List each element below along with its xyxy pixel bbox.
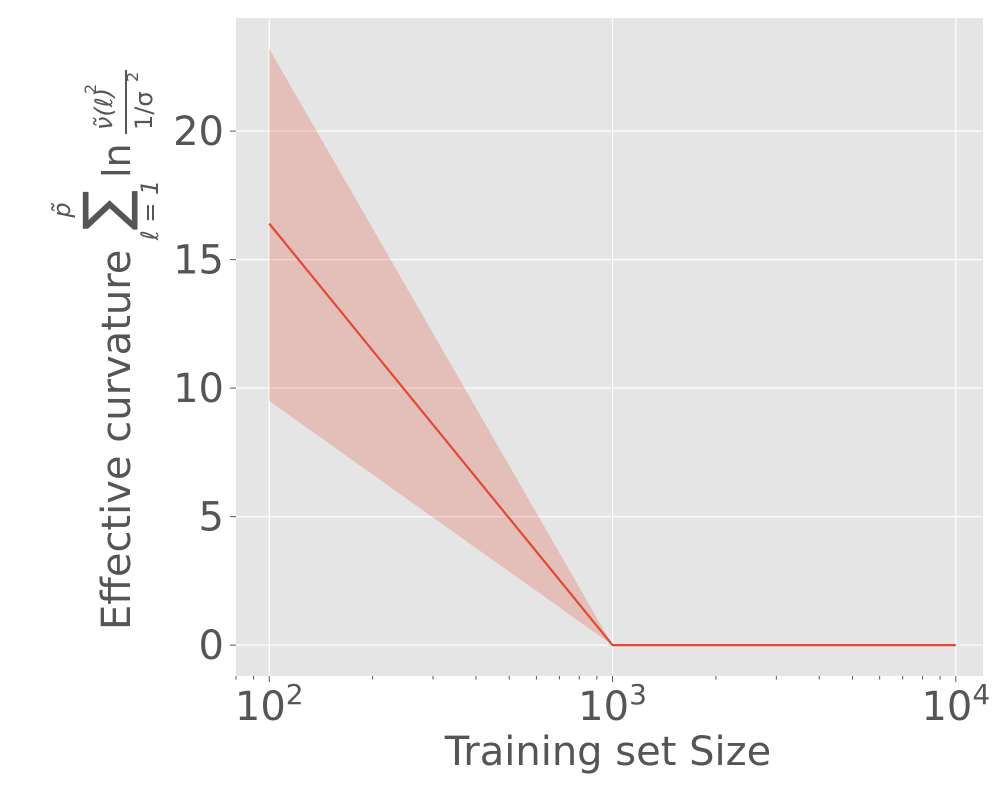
y-tick-label: 15 xyxy=(173,238,224,284)
y-axis-sum-symbol: ∑ xyxy=(71,190,141,230)
x-tick-label: 103 xyxy=(578,678,647,730)
y-axis-numerator-sup: 2 xyxy=(81,84,100,94)
y-axis-denominator-sup: 2 xyxy=(123,72,142,82)
x-tick-label: 102 xyxy=(235,678,304,730)
x-axis-label: Training set Size xyxy=(444,729,772,775)
y-tick-label: 20 xyxy=(173,109,224,155)
y-axis-label-text: Effective curvature xyxy=(94,250,140,630)
y-axis-sum-lower: ℓ = 1 xyxy=(136,180,164,242)
y-tick-label: 0 xyxy=(199,623,224,669)
x-axis: 102 103 104 xyxy=(235,676,990,730)
y-axis: 0 5 10 15 20 xyxy=(173,109,236,669)
y-axis-denominator: 1/σ xyxy=(130,91,158,130)
y-axis-numerator: ν̃(ℓ) xyxy=(90,88,118,130)
y-axis-ln: ln xyxy=(95,143,139,178)
series-layer xyxy=(268,48,956,647)
series-line xyxy=(268,222,956,647)
y-tick-label: 5 xyxy=(199,495,224,541)
x-tick-label: 104 xyxy=(921,678,990,730)
y-axis-sum-upper: p̃ xyxy=(48,202,76,218)
y-axis-label: Effective curvature p̃ ∑ ℓ = 1 ln ν̃(ℓ) … xyxy=(48,70,164,630)
confidence-band xyxy=(269,48,956,646)
y-tick-label: 10 xyxy=(173,366,224,412)
plot-area xyxy=(236,18,983,676)
grid xyxy=(236,18,983,676)
